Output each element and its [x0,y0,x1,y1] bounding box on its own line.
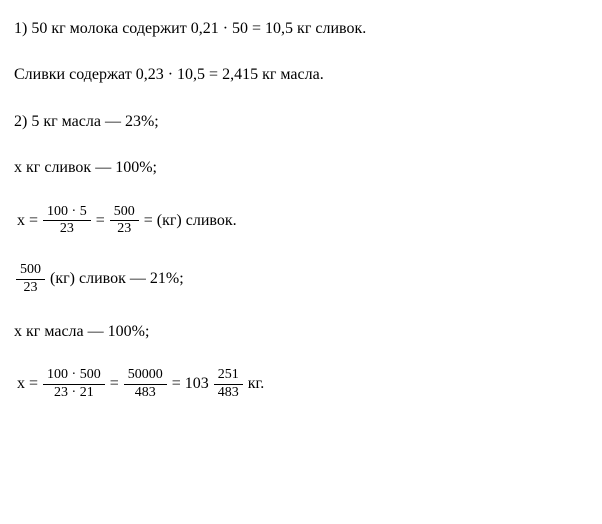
eq8-f3-denominator: 483 [214,385,243,402]
eq5-f2-denominator: 23 [110,221,139,238]
eq5-equals-1: = [96,210,105,232]
eq6-suffix: (кг) сливок — 21%; [50,268,184,290]
eq5-suffix: = (кг) сливок. [144,210,237,232]
line-1: 1) 50 кг молока содержит 0,21 · 50 = 10,… [14,18,588,40]
eq5-f1-numerator: 100 · 5 [43,204,91,222]
eq8-equals-2: = 103 [172,373,209,395]
eq8-f2-denominator: 483 [124,385,167,402]
line-4: х кг сливок — 100%; [14,157,588,179]
line-5-equation: x = 100 · 5 23 = 500 23 = (кг) сливок. [14,204,588,239]
eq5-f1-denominator: 23 [43,221,91,238]
line-2: Сливки содержат 0,23 · 10,5 = 2,415 кг м… [14,64,588,86]
eq5-f2-numerator: 500 [110,204,139,222]
eq5-fraction-1: 100 · 5 23 [43,204,91,239]
eq8-f2-numerator: 50000 [124,367,167,385]
eq8-f1-numerator: 100 · 500 [43,367,105,385]
line-8-equation: x = 100 · 500 23 · 21 = 50000 483 = 103 … [14,367,588,402]
eq8-fraction-3: 251 483 [214,367,243,402]
line-3: 2) 5 кг масла — 23%; [14,111,588,133]
eq8-f1-denominator: 23 · 21 [43,385,105,402]
eq5-fraction-2: 500 23 [110,204,139,239]
eq8-f3-numerator: 251 [214,367,243,385]
line-7: х кг масла — 100%; [14,321,588,343]
eq8-prefix: x = [17,373,38,395]
line-6-equation: 500 23 (кг) сливок — 21%; [14,262,588,297]
eq5-prefix: x = [17,210,38,232]
eq6-numerator: 500 [16,262,45,280]
eq8-fraction-2: 50000 483 [124,367,167,402]
eq8-fraction-1: 100 · 500 23 · 21 [43,367,105,402]
eq6-fraction: 500 23 [16,262,45,297]
eq6-denominator: 23 [16,280,45,297]
eq8-equals-1: = [110,373,119,395]
eq8-suffix: кг. [248,373,265,395]
